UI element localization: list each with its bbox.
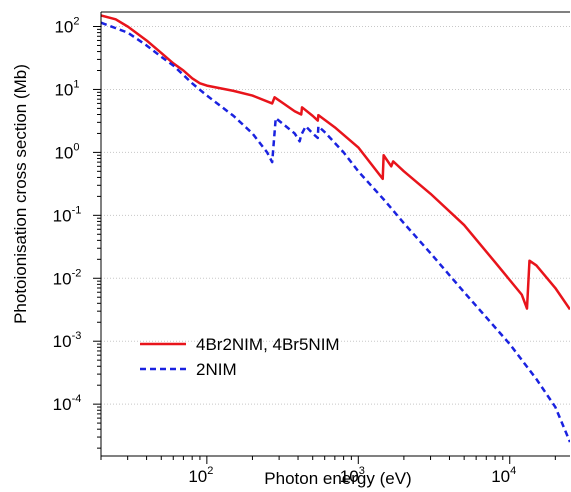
series-lines	[101, 14, 570, 443]
y-tick-label: 10-4	[53, 393, 82, 414]
axes	[93, 11, 570, 464]
x-axis-title: Photon energy (eV)	[264, 469, 411, 488]
y-tick-label: 10-2	[53, 267, 82, 288]
series-line-0	[101, 14, 570, 311]
y-axis-title: Photoionisation cross section (Mb)	[11, 64, 30, 324]
y-tick-label: 102	[54, 16, 79, 37]
y-tick-label: 10-1	[53, 204, 82, 225]
x-tick-label: 104	[491, 465, 516, 486]
tick-labels: 102 103 104 102 101 100 10-1 10-2 10-3 10-4	[53, 16, 517, 486]
legend-label-series-0: 4Br2NIM, 4Br5NIM	[196, 335, 340, 354]
y-tick-label: 100	[54, 141, 79, 162]
x-tick-label: 102	[188, 465, 213, 486]
legend: 4Br2NIM, 4Br5NIM 2NIM	[140, 335, 340, 379]
series-line-1	[101, 21, 570, 443]
y-gridlines	[101, 26, 570, 405]
y-tick-label: 10-3	[53, 330, 82, 351]
y-tick-label: 101	[54, 78, 79, 99]
legend-label-series-1: 2NIM	[196, 360, 237, 379]
x-tick-label: 103	[340, 465, 365, 486]
